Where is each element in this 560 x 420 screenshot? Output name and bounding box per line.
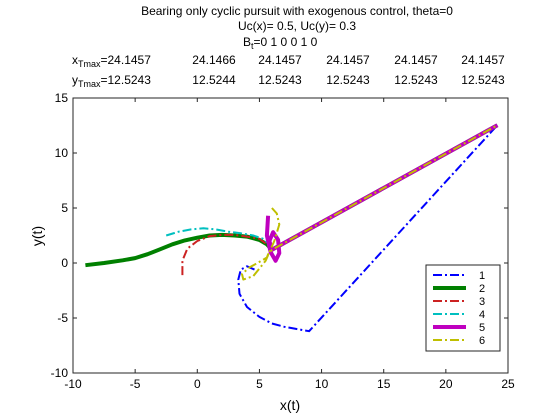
x-tick-label: 25 <box>501 377 515 391</box>
ymax-value-2: 12.5244 <box>192 73 236 87</box>
series-layer <box>85 123 499 333</box>
xmax-value-1: =24.1457 <box>101 53 152 67</box>
chart-title: Bearing only cyclic pursuit with exogeno… <box>141 4 453 18</box>
xmax-sub: Tmax <box>78 59 101 69</box>
legend-label-1: 1 <box>479 270 485 282</box>
legend-label-3: 3 <box>479 296 485 308</box>
y-tick-label: 5 <box>61 201 68 215</box>
x-axis-label: x(t) <box>280 397 300 413</box>
xmax-label: xTmax=24.1457 <box>72 53 151 69</box>
xmax-value-2: 24.1466 <box>192 53 236 67</box>
plot-frame <box>72 97 509 374</box>
b-line-sub: t <box>251 41 254 51</box>
y-tick-label: 10 <box>55 146 69 160</box>
ymax-value-4: 12.5243 <box>326 73 370 87</box>
ymax-base: y <box>72 73 78 87</box>
ymax-sub: Tmax <box>78 79 101 89</box>
b-line-base: B <box>243 35 251 49</box>
ymax-value-5: 12.5243 <box>394 73 438 87</box>
x-tick-label: 20 <box>439 377 453 391</box>
xmax-value-3: 24.1457 <box>258 53 302 67</box>
series-line-3 <box>181 124 498 276</box>
xmax-value-4: 24.1457 <box>326 53 370 67</box>
ymax-value-3: 12.5243 <box>258 73 302 87</box>
series-line-6 <box>241 124 498 281</box>
x-tick-label: -5 <box>130 377 141 391</box>
y-tick-label: 15 <box>55 91 69 105</box>
ymax-label: yTmax=12.5243 <box>72 73 151 89</box>
legend-label-4: 4 <box>479 309 485 321</box>
x-tick-label: 5 <box>256 377 263 391</box>
legend-label-6: 6 <box>479 335 485 347</box>
legend-label-2: 2 <box>479 283 485 295</box>
x-tick-label: 10 <box>315 377 329 391</box>
ymax-value-6: 12.5243 <box>461 73 505 87</box>
legend-label-5: 5 <box>479 322 485 334</box>
xmax-value-6: 24.1457 <box>461 53 505 67</box>
b-line: Bt=0 1 0 0 1 0 <box>243 35 318 51</box>
b-line-values: =0 1 0 0 1 0 <box>254 35 318 49</box>
y-tick-label: -10 <box>51 366 69 380</box>
xmax-base: x <box>72 53 78 67</box>
x-tick-label: 0 <box>194 377 201 391</box>
ymax-value-1: =12.5243 <box>101 73 152 87</box>
y-tick-label: 0 <box>61 256 68 270</box>
x-tick-label: 15 <box>377 377 391 391</box>
x-tick-label: -10 <box>64 377 82 391</box>
y-axis-label: y(t) <box>29 226 45 246</box>
xmax-value-5: 24.1457 <box>394 53 438 67</box>
y-tick-label: -5 <box>57 311 68 325</box>
legend-box <box>425 264 501 352</box>
chart-subtitle: Uc(x)= 0.5, Uc(y)= 0.3 <box>238 19 356 33</box>
